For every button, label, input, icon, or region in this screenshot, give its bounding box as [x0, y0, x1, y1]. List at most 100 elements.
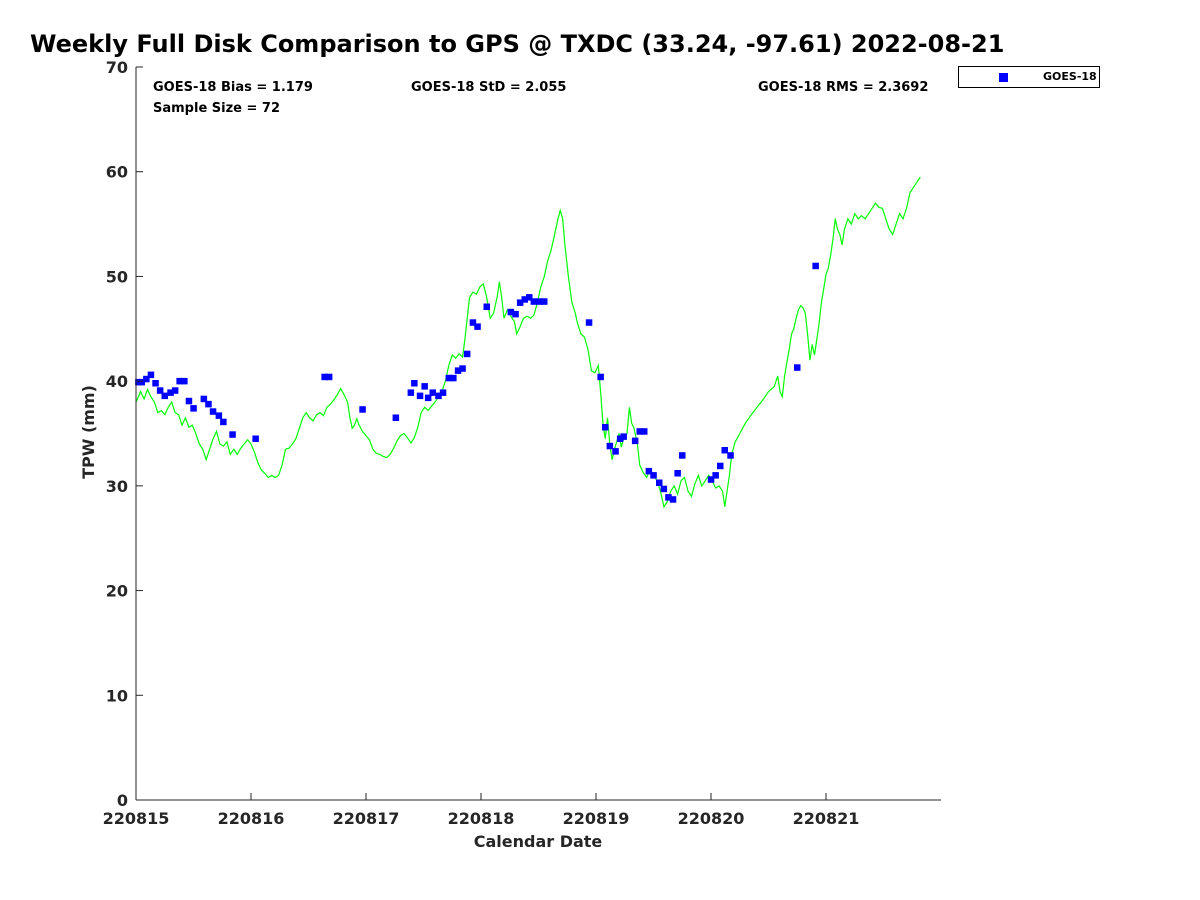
goes-18-point: [156, 387, 164, 394]
goes-18-point: [190, 405, 197, 412]
goes-marker-layer: [135, 262, 819, 503]
goes-18-point: [176, 377, 183, 385]
y-tick-label: 40: [106, 372, 128, 391]
goes-18-point: [429, 389, 436, 396]
goes-18-point: [147, 371, 155, 379]
goes-18-point: [707, 476, 715, 483]
chart-title: Weekly Full Disk Comparison to GPS @ TXD…: [30, 30, 1005, 58]
goes-18-point: [606, 442, 614, 450]
y-tick-label: 60: [106, 163, 128, 182]
goes-18-point: [450, 374, 457, 382]
goes-18-point: [665, 494, 672, 501]
goes-18-point: [161, 392, 168, 400]
goes-18-point: [229, 431, 236, 438]
goes-18-point: [152, 380, 159, 387]
goes-18-point: [721, 447, 728, 454]
goes-18-point: [215, 412, 223, 419]
goes-18-point: [325, 373, 333, 381]
goes-18-point: [463, 350, 471, 358]
goes-18-point: [321, 373, 328, 381]
goes-18-point: [171, 387, 179, 394]
std-stat: GOES-18 StD = 2.055: [411, 80, 567, 95]
goes-18-point: [200, 395, 208, 403]
goes-18-point: [717, 462, 724, 470]
goes-18-point: [459, 365, 466, 372]
goes-18-point: [469, 319, 477, 326]
rms-stat: GOES-18 RMS = 2.3692: [758, 80, 929, 95]
goes-18-point: [209, 408, 217, 415]
goes-18-point: [512, 310, 519, 318]
x-tick-label: 220820: [678, 809, 745, 828]
gps-tpw-line: [135, 176, 921, 509]
goes-18-point: [220, 418, 227, 426]
goes-18-point: [392, 414, 400, 421]
goes-18-point: [612, 448, 619, 455]
goes-18-point: [597, 373, 604, 381]
x-tick-label: 220817: [333, 809, 400, 828]
goes-18-point: [530, 298, 538, 305]
y-tick-label: 0: [117, 791, 128, 810]
bias-stat: GOES-18 Bias = 1.179: [153, 80, 313, 95]
goes-18-point: [205, 400, 212, 408]
goes-18-point: [602, 424, 609, 431]
goes-18-point: [252, 435, 259, 442]
goes-18-point: [679, 452, 686, 459]
goes-18-point: [185, 397, 193, 405]
goes-18-point: [641, 428, 648, 435]
x-axis-label: Calendar Date: [474, 832, 603, 851]
goes-18-point: [439, 389, 447, 396]
y-tick-label: 10: [106, 686, 128, 705]
goes-18-point: [712, 472, 719, 479]
goes-18-point: [454, 367, 462, 374]
goes-18-point: [650, 472, 657, 479]
goes-18-point: [474, 323, 481, 330]
goes-18-point: [167, 389, 174, 396]
goes-18-point: [181, 377, 188, 385]
goes-18-point: [631, 437, 639, 445]
goes-18-point: [526, 294, 533, 301]
goes-18-point: [516, 299, 524, 306]
goes-18-point: [421, 383, 428, 390]
goes-18-point: [541, 298, 548, 305]
goes-18-point: [585, 319, 593, 326]
gps-line-layer: [135, 176, 921, 509]
goes-18-point: [616, 435, 624, 442]
goes-18-point: [674, 470, 681, 477]
sample-size-stat: Sample Size = 72: [153, 101, 281, 116]
x-tick-label: 220815: [103, 809, 170, 828]
goes-18-point: [424, 394, 432, 402]
goes-18-point: [727, 452, 734, 459]
goes-18-point: [359, 406, 366, 413]
goes-18-point: [645, 467, 653, 475]
y-tick-label: 70: [106, 58, 128, 77]
goes-18-point: [138, 378, 145, 386]
goes-18-point: [812, 262, 819, 270]
goes-18-point: [483, 303, 490, 310]
axes: 0 10 20 30 40 50 60 70 220815 220816 220817 220818 2…: [103, 58, 941, 828]
goes-18-point: [669, 496, 677, 503]
goes-18-point: [521, 296, 528, 303]
legend: GOES-18: [958, 66, 1100, 88]
goes-18-point: [407, 389, 415, 396]
goes-18-point: [416, 392, 424, 400]
x-tick-label: 220821: [793, 809, 860, 828]
goes-18-point: [660, 485, 668, 493]
legend-marker-icon: [999, 73, 1008, 82]
goes-18-point: [620, 433, 627, 440]
x-tick-label: 220816: [218, 809, 285, 828]
goes-18-point: [656, 479, 663, 486]
goes-18-point: [507, 308, 515, 316]
y-tick-label: 50: [106, 267, 128, 286]
goes-18-point: [135, 378, 142, 386]
legend-label: GOES-18: [1043, 70, 1097, 83]
y-tick-label: 20: [106, 582, 128, 601]
goes-18-point: [636, 428, 643, 435]
x-tick-label: 220819: [563, 809, 630, 828]
goes-18-point: [435, 392, 442, 400]
goes-18-point: [411, 380, 418, 387]
goes-18-point: [794, 364, 801, 371]
y-tick-label: 30: [106, 477, 128, 496]
x-tick-label: 220818: [448, 809, 515, 828]
y-axis-label: TPW (mm): [79, 385, 98, 479]
